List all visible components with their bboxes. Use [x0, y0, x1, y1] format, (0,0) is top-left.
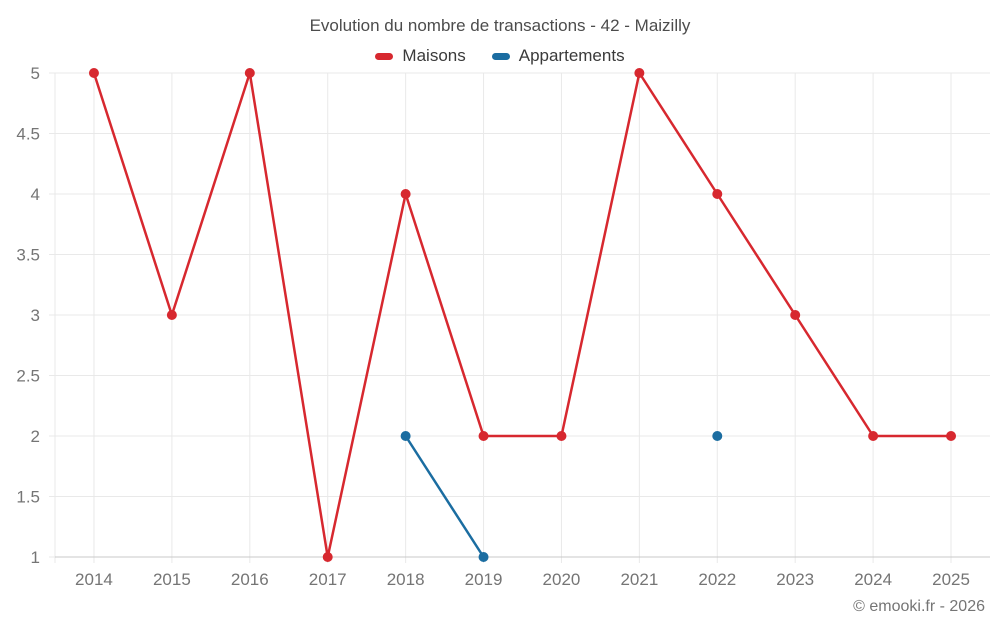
y-axis-tick-label: 1.5: [16, 488, 40, 507]
x-axis-tick-label: 2020: [543, 570, 581, 589]
series-line-appartements: [404, 434, 485, 559]
point-maisons-2023[interactable]: [790, 310, 801, 320]
point-maisons-2020[interactable]: [556, 431, 567, 441]
x-axis-tick-label: 2018: [387, 570, 425, 589]
x-axis-tick-label: 2022: [698, 570, 736, 589]
x-axis-tick-label: 2015: [153, 570, 191, 589]
y-axis-tick-label: 3.5: [16, 246, 40, 265]
point-maisons-2018[interactable]: [400, 189, 411, 199]
point-maisons-2014[interactable]: [88, 68, 99, 78]
series-line-maisons: [92, 71, 953, 559]
point-maisons-2024[interactable]: [868, 431, 879, 441]
legend-item-maisons[interactable]: Maisons: [375, 46, 466, 66]
x-axis-tick-label: 2016: [231, 570, 269, 589]
point-maisons-2015[interactable]: [166, 310, 177, 320]
y-axis-tick-label: 2.5: [16, 367, 40, 386]
legend-item-appartements[interactable]: Appartements: [491, 46, 625, 66]
copyright-text: © emooki.fr - 2026: [853, 598, 985, 615]
x-axis-tick-label: 2024: [854, 570, 892, 589]
point-maisons-2019[interactable]: [478, 431, 489, 441]
point-maisons-2021[interactable]: [634, 68, 645, 78]
x-axis-tick-label: 2021: [620, 570, 658, 589]
point-maisons-2016[interactable]: [244, 68, 255, 78]
point-appartements-2022[interactable]: [712, 431, 723, 441]
x-axis-tick-label: 2019: [465, 570, 503, 589]
point-maisons-2017[interactable]: [322, 552, 333, 562]
point-maisons-2025[interactable]: [946, 431, 957, 441]
x-axis-tick-label: 2017: [309, 570, 347, 589]
y-axis-tick-label: 2: [31, 427, 40, 446]
point-maisons-2022[interactable]: [712, 189, 723, 199]
x-axis-tick-label: 2025: [932, 570, 970, 589]
point-appartements-2019[interactable]: [478, 552, 489, 562]
chart-legend: Maisons Appartements: [0, 46, 1000, 66]
legend-label-appartements: Appartements: [518, 46, 625, 65]
y-axis-tick-label: 4: [31, 185, 40, 204]
y-axis-tick-label: 1: [31, 548, 40, 567]
legend-label-maisons: Maisons: [402, 46, 466, 65]
x-axis-tick-label: 2023: [776, 570, 814, 589]
chart-title: Evolution du nombre de transactions - 42…: [309, 16, 691, 35]
point-appartements-2018[interactable]: [400, 431, 411, 441]
y-axis-tick-label: 3: [31, 306, 40, 325]
x-axis-tick-label: 2014: [75, 570, 113, 589]
y-axis-tick-label: 5: [31, 64, 40, 83]
maisons-swatch-icon: [375, 52, 394, 60]
y-axis-tick-label: 4.5: [16, 125, 40, 144]
appartements-swatch-icon: [491, 52, 510, 60]
